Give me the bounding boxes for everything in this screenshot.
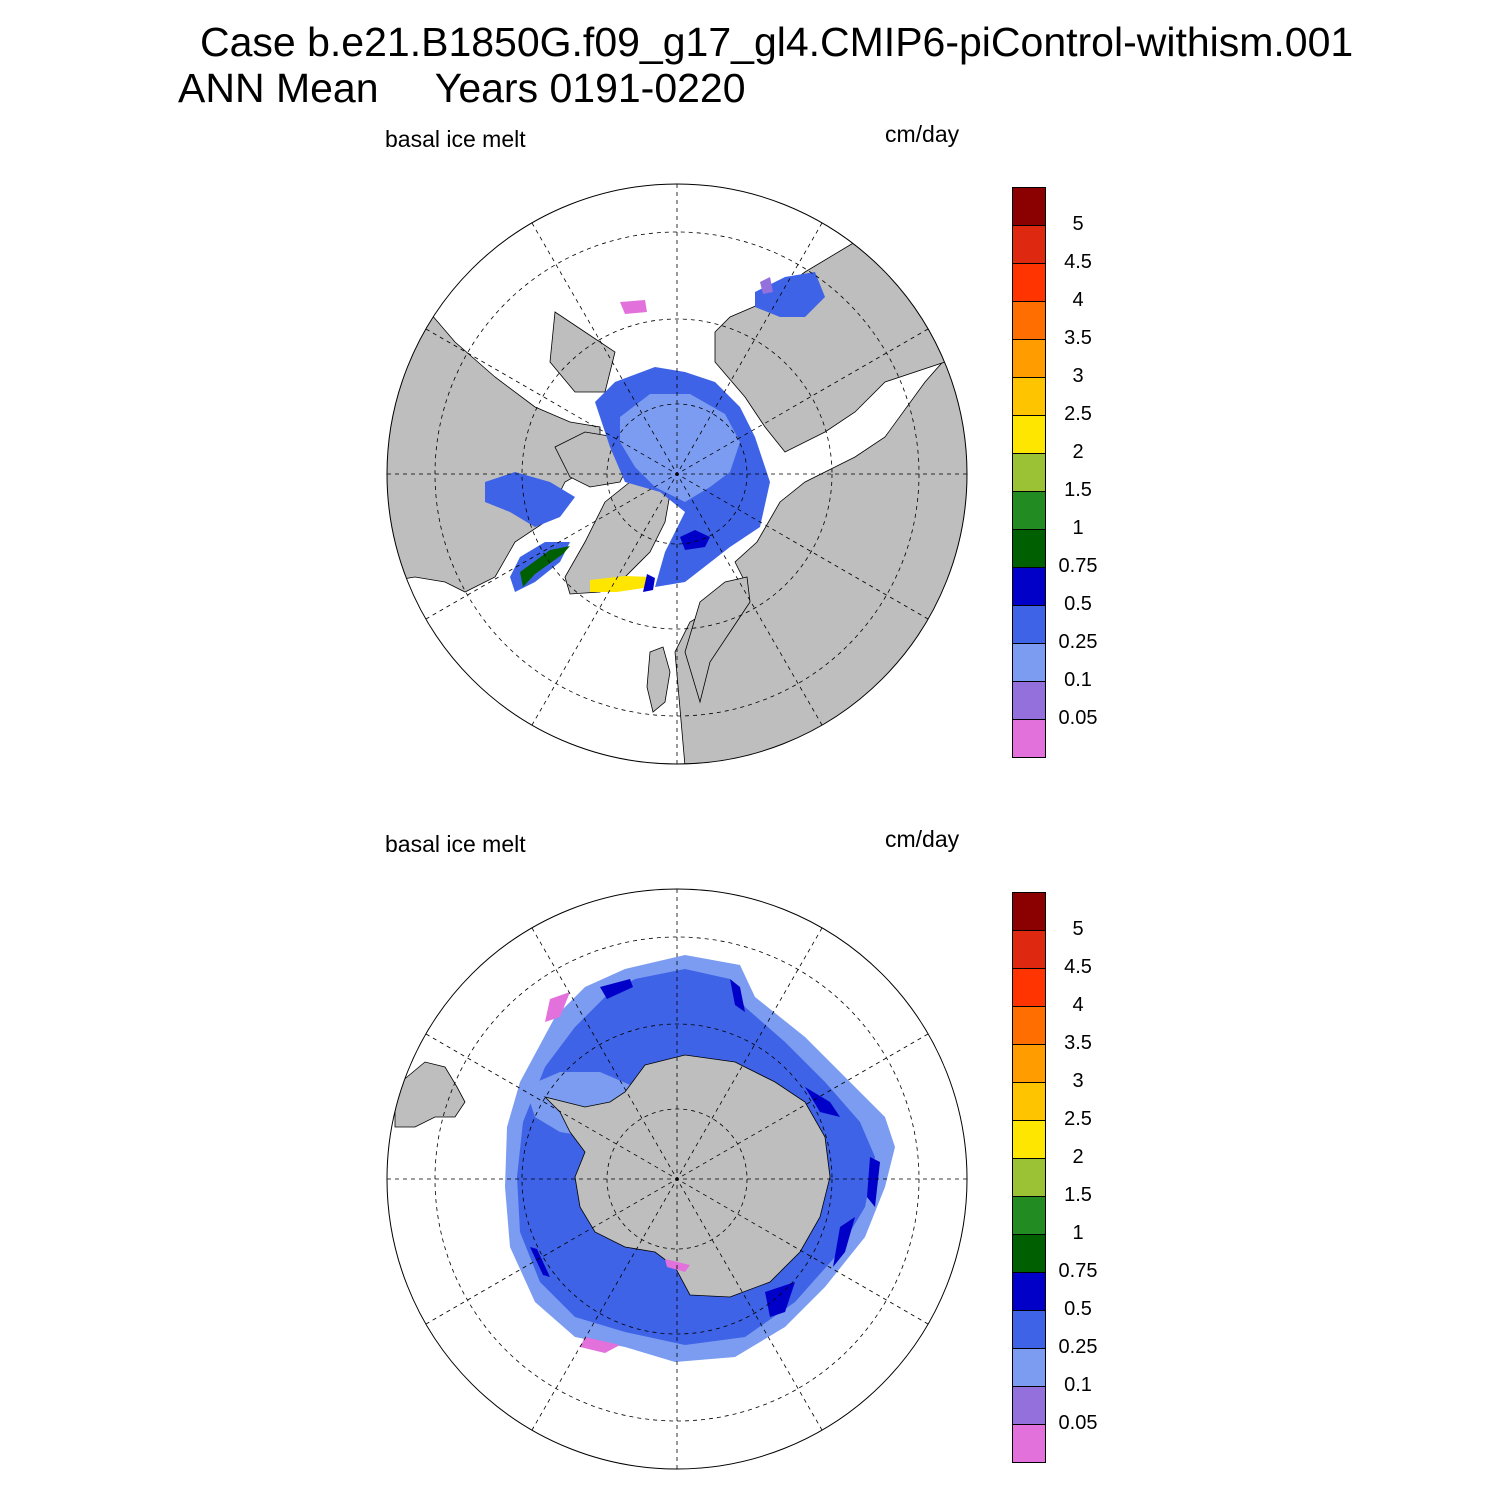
colorbar-north-tick-label: 0.1 [1064, 669, 1092, 691]
colorbar-north-swatch [1012, 643, 1046, 682]
colorbar-south-swatch [1012, 930, 1046, 969]
map-border-north [386, 183, 968, 765]
colorbar-north-swatch [1012, 377, 1046, 416]
colorbar-north-tick-label: 3.5 [1064, 327, 1092, 349]
colorbar-south-tick-label: 0.25 [1058, 1336, 1098, 1358]
colorbar-south-tick-label: 2.5 [1064, 1108, 1092, 1130]
colorbar-south-swatch [1012, 1044, 1046, 1083]
melt-dark-3 [805, 1087, 840, 1117]
colorbar-south-swatch [1012, 1158, 1046, 1197]
colorbar-south-swatch [1012, 1006, 1046, 1045]
colorbar-north-tick-label: 2 [1072, 441, 1084, 463]
panel-north-units-label: cm/day [885, 121, 960, 147]
north-polar-map [386, 183, 968, 765]
colorbar-south-tick-label: 4.5 [1064, 956, 1092, 978]
colorbar-south-tick-label: 3.5 [1064, 1032, 1092, 1054]
title-case: Case b.e21.B1850G.f09_g17_gl4.CMIP6-piCo… [200, 19, 1354, 65]
colorbar-north-swatch [1012, 187, 1046, 226]
melt-dark-2 [730, 979, 745, 1012]
colorbar-north-swatch [1012, 529, 1046, 568]
melt-fringe-s2 [580, 1337, 620, 1353]
melt-fringe-s1 [545, 992, 570, 1022]
colorbar-south-swatch [1012, 1196, 1046, 1235]
melt-arctic-inner [620, 394, 740, 502]
colorbar-south-tick-label: 0.75 [1058, 1260, 1098, 1282]
colorbar-north-swatch [1012, 567, 1046, 606]
panel-south-variable-label: basal ice melt [385, 831, 526, 857]
colorbar-north-swatch [1012, 681, 1046, 720]
colorbar-south-swatch [1012, 892, 1046, 931]
colorbar-south-tick-label: 4 [1072, 994, 1084, 1016]
melt-okhotsk [755, 272, 825, 317]
melt-fringe-s3 [665, 1259, 690, 1272]
colorbar-north-tick-label: 0.75 [1058, 555, 1098, 577]
colorbar-south-tick-label: 1.5 [1064, 1184, 1092, 1206]
land-south-america-tip [394, 1061, 466, 1128]
colorbar-north-tick-label: 3 [1072, 365, 1084, 387]
graticule-south [387, 889, 967, 1469]
colorbar-south-tick-label: 0.5 [1064, 1298, 1092, 1320]
colorbar-north-swatch [1012, 301, 1046, 340]
colorbar-south-swatch [1012, 1386, 1046, 1425]
colorbar-north-swatch [1012, 719, 1046, 758]
colorbar-north-tick-label: 5 [1072, 213, 1084, 235]
colorbar-north-swatch [1012, 339, 1046, 378]
colorbar-south-swatch [1012, 1082, 1046, 1121]
colorbar-south-swatch [1012, 968, 1046, 1007]
land-antarctica [543, 1054, 831, 1298]
colorbar-south-swatch [1012, 1348, 1046, 1387]
colorbar-north-swatch [1012, 605, 1046, 644]
panel-north-variable-label: basal ice melt [385, 126, 526, 152]
colorbar-south-swatch [1012, 1234, 1046, 1273]
melt-greenland-east [590, 576, 653, 592]
melt-greenland-east-edge [643, 574, 655, 592]
land-scandinavia [684, 576, 751, 704]
colorbar-south-swatch [1012, 1424, 1046, 1463]
colorbar-south-swatch [1012, 1120, 1046, 1159]
panel-south-units-label: cm/day [885, 826, 960, 852]
colorbar-south-tick-label: 1 [1072, 1222, 1084, 1244]
colorbar-south-swatch [1012, 1272, 1046, 1311]
colorbar-south-swatch [1012, 1310, 1046, 1349]
colorbar-south-tick-label: 0.1 [1064, 1374, 1092, 1396]
melt-labrador-edge [520, 546, 570, 587]
colorbar-north-swatch [1012, 491, 1046, 530]
land-uk [646, 646, 671, 713]
colorbar-south-tick-label: 2 [1072, 1146, 1084, 1168]
melt-dark-6 [765, 1282, 795, 1317]
graticule-north [387, 184, 967, 764]
melt-fringe-2 [760, 277, 773, 294]
melt-hudson [485, 472, 575, 527]
colorbar-north-tick-label: 0.5 [1064, 593, 1092, 615]
colorbar-south-tick-label: 5 [1072, 918, 1084, 940]
colorbar-south-tick-label: 3 [1072, 1070, 1084, 1092]
colorbar-north-tick-label: 2.5 [1064, 403, 1092, 425]
south-polar-map [386, 888, 968, 1470]
colorbar-north-tick-label: 1 [1072, 517, 1084, 539]
melt-dark-7 [530, 1247, 550, 1277]
colorbar-north-swatch [1012, 263, 1046, 302]
colorbar-north-tick-label: 0.05 [1058, 707, 1098, 729]
colorbar-south-tick-label: 0.05 [1058, 1412, 1098, 1434]
title-period: ANN Mean Years 0191-0220 [178, 65, 746, 111]
colorbar-north-tick-label: 4.5 [1064, 251, 1092, 273]
map-border-south [386, 888, 968, 1470]
melt-dark-5 [833, 1217, 855, 1267]
colorbar-north-swatch [1012, 225, 1046, 264]
colorbar-north-tick-label: 0.25 [1058, 631, 1098, 653]
melt-dark-4 [867, 1157, 880, 1207]
melt-barents-dark [680, 530, 710, 550]
colorbar-north-swatch [1012, 415, 1046, 454]
colorbar-north-swatch [1012, 453, 1046, 492]
melt-fringe-1 [620, 300, 647, 314]
melt-dark-1 [600, 979, 633, 999]
colorbar-north-tick-label: 1.5 [1064, 479, 1092, 501]
colorbar-north-tick-label: 4 [1072, 289, 1084, 311]
